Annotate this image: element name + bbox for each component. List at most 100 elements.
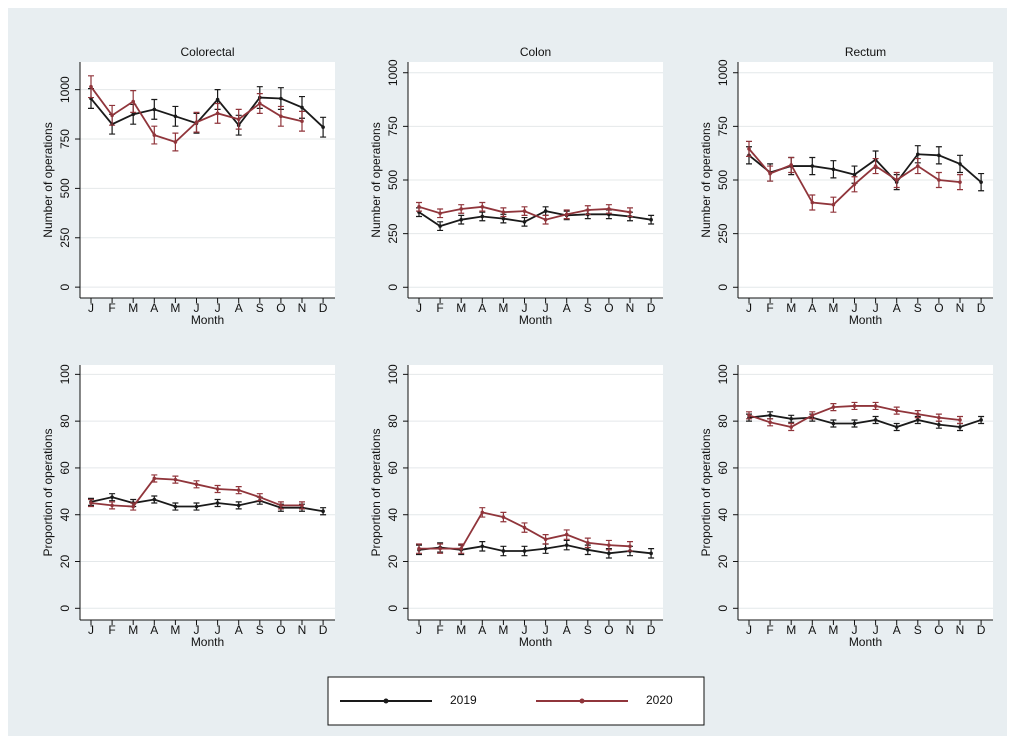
y-tick-label: 100	[386, 364, 400, 384]
x-tick-label: M	[170, 301, 180, 315]
x-tick-label: S	[584, 623, 592, 637]
x-tick-label: S	[584, 301, 592, 315]
point	[894, 178, 899, 182]
point	[768, 413, 772, 418]
y-tick-label: 0	[58, 283, 72, 290]
point	[831, 421, 836, 426]
point	[916, 152, 920, 157]
point	[194, 482, 199, 487]
point	[215, 501, 220, 505]
x-tick-label: M	[128, 623, 138, 637]
y-tick-label: 500	[58, 178, 72, 198]
y-tick-label: 1000	[716, 59, 730, 86]
point	[417, 546, 421, 551]
point	[607, 551, 611, 556]
point	[831, 167, 836, 172]
y-axis-label: Number of operations	[41, 122, 55, 237]
panel-title: Colorectal	[180, 45, 234, 59]
x-tick-label: O	[934, 301, 943, 315]
x-tick-label: M	[456, 623, 466, 637]
x-tick-label: O	[934, 623, 943, 637]
x-tick-label: D	[319, 301, 328, 315]
x-tick-label: A	[563, 623, 571, 637]
point	[110, 113, 114, 118]
x-tick-label: A	[478, 623, 486, 637]
x-tick-label: D	[977, 301, 986, 315]
x-tick-label: F	[436, 623, 443, 637]
point	[321, 509, 325, 514]
point	[173, 114, 178, 119]
y-tick-label: 80	[386, 414, 400, 428]
y-tick-label: 80	[716, 414, 730, 428]
x-tick-label: A	[150, 301, 158, 315]
point	[258, 495, 262, 499]
point	[236, 117, 241, 122]
point	[649, 217, 653, 222]
point	[958, 425, 962, 429]
y-tick-label: 750	[58, 129, 72, 149]
point	[321, 125, 325, 129]
x-axis-label: Month	[519, 635, 552, 649]
point	[586, 208, 590, 212]
x-tick-label: N	[626, 623, 635, 637]
point	[937, 415, 941, 420]
point	[215, 111, 220, 116]
x-axis-label: Month	[191, 635, 224, 649]
point	[480, 510, 485, 515]
x-tick-label: A	[150, 623, 158, 637]
x-tick-label: N	[956, 301, 965, 315]
point	[747, 147, 751, 151]
point	[279, 96, 283, 101]
point	[300, 105, 304, 110]
point	[522, 549, 527, 553]
plot-area	[408, 365, 663, 620]
x-tick-label: M	[170, 623, 180, 637]
point	[522, 220, 527, 224]
point	[438, 211, 442, 216]
point	[586, 540, 590, 545]
point	[215, 487, 220, 491]
point	[979, 418, 983, 422]
point	[916, 164, 920, 168]
point	[438, 546, 442, 551]
x-tick-label: J	[416, 301, 422, 315]
x-tick-label: D	[319, 623, 328, 637]
x-tick-label: M	[128, 301, 138, 315]
y-tick-label: 20	[386, 555, 400, 569]
point	[916, 418, 920, 422]
y-tick-label: 80	[58, 414, 72, 428]
point	[89, 501, 93, 505]
point	[937, 153, 941, 158]
y-tick-label: 0	[386, 284, 400, 291]
legend-label: 2019	[450, 693, 477, 707]
point	[979, 180, 983, 184]
point	[852, 182, 857, 187]
x-axis-label: Month	[191, 313, 224, 327]
x-tick-label: A	[808, 623, 816, 637]
x-tick-label: F	[108, 301, 115, 315]
x-tick-label: M	[828, 623, 838, 637]
plot-area	[80, 365, 335, 620]
point	[564, 532, 569, 537]
point	[894, 425, 899, 429]
x-tick-label: S	[256, 623, 264, 637]
point	[810, 413, 815, 418]
point	[916, 412, 920, 416]
y-axis-label: Number of operations	[369, 122, 383, 237]
point	[152, 107, 157, 112]
y-tick-label: 500	[386, 170, 400, 190]
x-tick-label: J	[522, 623, 528, 637]
point	[852, 421, 857, 426]
y-tick-label: 500	[716, 170, 730, 190]
point	[89, 84, 93, 89]
x-tick-label: J	[746, 623, 752, 637]
x-axis-label: Month	[849, 313, 882, 327]
point	[873, 164, 878, 168]
x-tick-label: J	[746, 301, 752, 315]
y-tick-label: 250	[716, 223, 730, 243]
y-tick-label: 0	[716, 284, 730, 291]
point	[768, 420, 772, 425]
point	[831, 202, 836, 207]
point	[279, 114, 283, 119]
